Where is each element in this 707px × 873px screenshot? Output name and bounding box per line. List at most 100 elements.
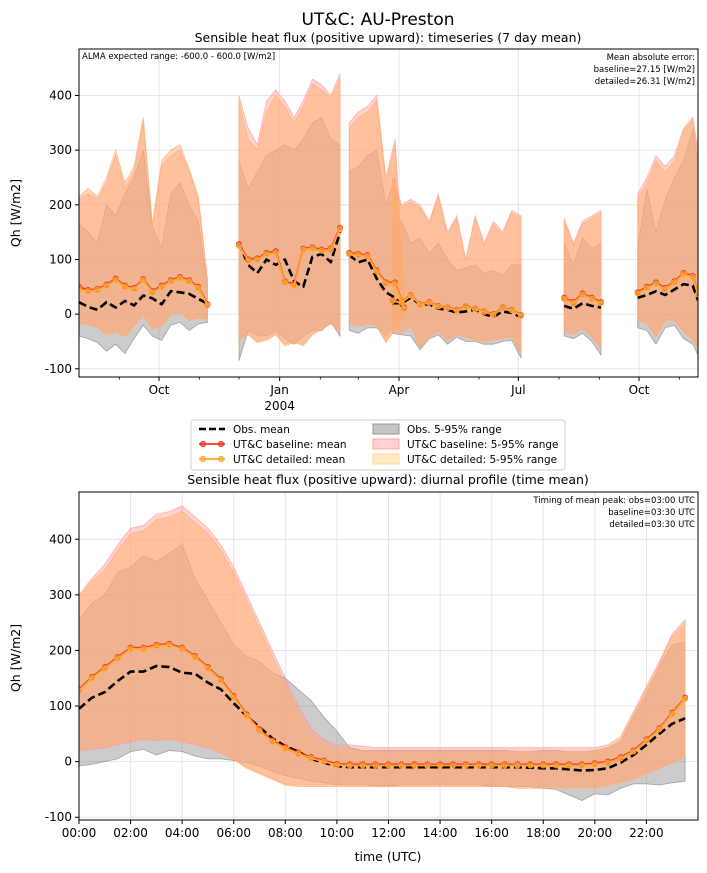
detailed-mean-line-point xyxy=(320,758,328,765)
detailed-mean-line-point xyxy=(88,675,95,682)
detailed-mean-line-point xyxy=(669,710,676,717)
y-tick-label: 200 xyxy=(49,198,72,212)
detailed-mean-line-point xyxy=(254,256,261,263)
detailed-mean-line-point xyxy=(204,665,212,672)
detailed-mean-line-point xyxy=(499,305,506,312)
detailed-mean-line-point xyxy=(662,285,669,293)
detailed-mean-line-point xyxy=(561,295,568,302)
annotation-right-line: Mean absolute error: xyxy=(607,53,695,63)
detailed-mean-line-point xyxy=(604,759,611,766)
detailed-mean-line-point xyxy=(401,305,408,312)
detailed-range-band xyxy=(79,511,686,789)
y-tick-label: -100 xyxy=(45,362,72,376)
detailed-mean-line-point xyxy=(617,755,624,762)
detailed-mean-line-point xyxy=(597,300,605,307)
detailed-mean-line-point xyxy=(281,279,288,286)
detailed-mean-line-point xyxy=(103,282,110,289)
suptitle: UT&C: AU-Preston xyxy=(301,10,454,30)
legend-marker-base_mean xyxy=(199,440,207,448)
detailed-mean-line-point xyxy=(127,645,134,652)
detailed-mean-line-point xyxy=(94,287,101,294)
timeseries-panel: -100 0 100 200 300 400 Oct Jan 2004 Apr Jul Oct ALMA… xyxy=(45,48,699,413)
x-tick-label: 16:00 xyxy=(474,826,509,840)
detailed-mean-line-point xyxy=(407,292,414,299)
detailed-range-band xyxy=(637,119,698,349)
detailed-mean-line-point xyxy=(416,301,424,308)
obs-mean-line xyxy=(392,296,522,319)
detailed-mean-line-point xyxy=(540,762,547,769)
detailed-mean-line-point xyxy=(131,285,138,293)
detailed-mean-line-point xyxy=(291,282,298,289)
panel2-xlabel: time (UTC) xyxy=(355,849,422,864)
y-tick-label: 100 xyxy=(49,699,72,713)
legend-label-base_band: UT&C baseline: 5-95% range xyxy=(407,439,559,451)
legend: Obs. mean Obs. 5-95% range UT&C baseline: … xyxy=(190,419,566,471)
legend-swatch-base_band xyxy=(372,438,400,450)
detailed-range-band xyxy=(238,78,341,347)
y-tick-label: 0 xyxy=(64,755,72,769)
axes-frame xyxy=(78,48,699,378)
detailed-mean-line-point xyxy=(243,712,250,719)
detailed-mean-line-point xyxy=(385,762,392,769)
detailed-mean-line-point xyxy=(112,276,119,283)
x-tick-label: Oct xyxy=(629,383,650,397)
detailed-mean-line-point xyxy=(179,645,186,652)
detailed-mean-line-point xyxy=(389,297,396,305)
detailed-mean-line-point xyxy=(453,307,460,314)
detailed-mean-line-point xyxy=(501,762,508,769)
y-tick-label: 300 xyxy=(49,588,72,602)
detailed-mean-line-point xyxy=(372,762,379,769)
detailed-mean-line-point xyxy=(435,303,442,310)
detailed-mean-line-point xyxy=(121,283,128,290)
detailed-mean-line-point xyxy=(398,762,405,769)
panel1-title: Sensible heat flux (positive upward): ti… xyxy=(195,30,582,45)
x-tick-label: Jul xyxy=(510,383,525,397)
detailed-mean-line-point xyxy=(140,277,147,284)
detailed-range-band xyxy=(392,180,522,356)
detailed-mean-line-point xyxy=(553,762,560,769)
detailed-mean-line-point xyxy=(472,306,479,313)
detailed-mean-line-point xyxy=(643,284,650,291)
detailed-mean-line-point xyxy=(437,762,444,769)
plot-area xyxy=(79,505,689,801)
annotation-right-line: detailed=26.31 [W/m2] xyxy=(595,77,695,87)
y-tick-label: 400 xyxy=(49,88,72,102)
detailed-mean-line-point xyxy=(245,257,252,264)
detailed-mean-line-point xyxy=(256,727,263,734)
detailed-mean-line-point xyxy=(153,642,160,650)
detailed-mean-line-point xyxy=(682,695,689,702)
detailed-mean-line-point xyxy=(462,762,469,769)
y-tick-label: 400 xyxy=(49,532,72,546)
plot-area xyxy=(79,73,698,361)
y-tick-label: 0 xyxy=(64,307,72,321)
detailed-mean-line-point xyxy=(327,246,334,253)
detailed-mean-line-point xyxy=(424,762,431,769)
detailed-mean-line-point xyxy=(514,762,521,769)
x-tick-label: Oct xyxy=(149,383,170,397)
annotation-right-line: Timing of mean peak: obs=03:00 UTC xyxy=(532,496,695,506)
annotation-right-line: detailed=03:30 UTC xyxy=(609,520,695,530)
detailed-mean-line-point xyxy=(85,288,92,295)
detailed-mean-line-point xyxy=(346,250,353,258)
detailed-mean-line-point xyxy=(475,762,482,769)
detailed-mean-line-point xyxy=(508,307,515,314)
legend-marker-det_mean xyxy=(217,455,225,463)
detailed-mean-line-point xyxy=(671,279,678,286)
detailed-mean-line-point xyxy=(263,250,270,258)
x-tick-label: 20:00 xyxy=(578,826,613,840)
x-tick-label: 14:00 xyxy=(423,826,458,840)
detailed-mean-line-point xyxy=(101,665,108,672)
detailed-mean-line-point xyxy=(230,694,237,701)
detailed-mean-line-point xyxy=(488,762,495,769)
detailed-mean-line-point xyxy=(166,641,173,648)
legend-marker-base_mean xyxy=(217,440,225,448)
detailed-mean-line-point xyxy=(462,303,469,311)
detailed-mean-line-point xyxy=(578,762,585,769)
detailed-mean-line-point xyxy=(382,280,389,287)
detailed-mean-line-point xyxy=(318,247,325,254)
y-tick-label: 200 xyxy=(49,643,72,657)
obs-mean-line xyxy=(348,254,406,310)
detailed-mean-line-point xyxy=(373,268,380,275)
detailed-mean-line-point xyxy=(392,280,399,287)
